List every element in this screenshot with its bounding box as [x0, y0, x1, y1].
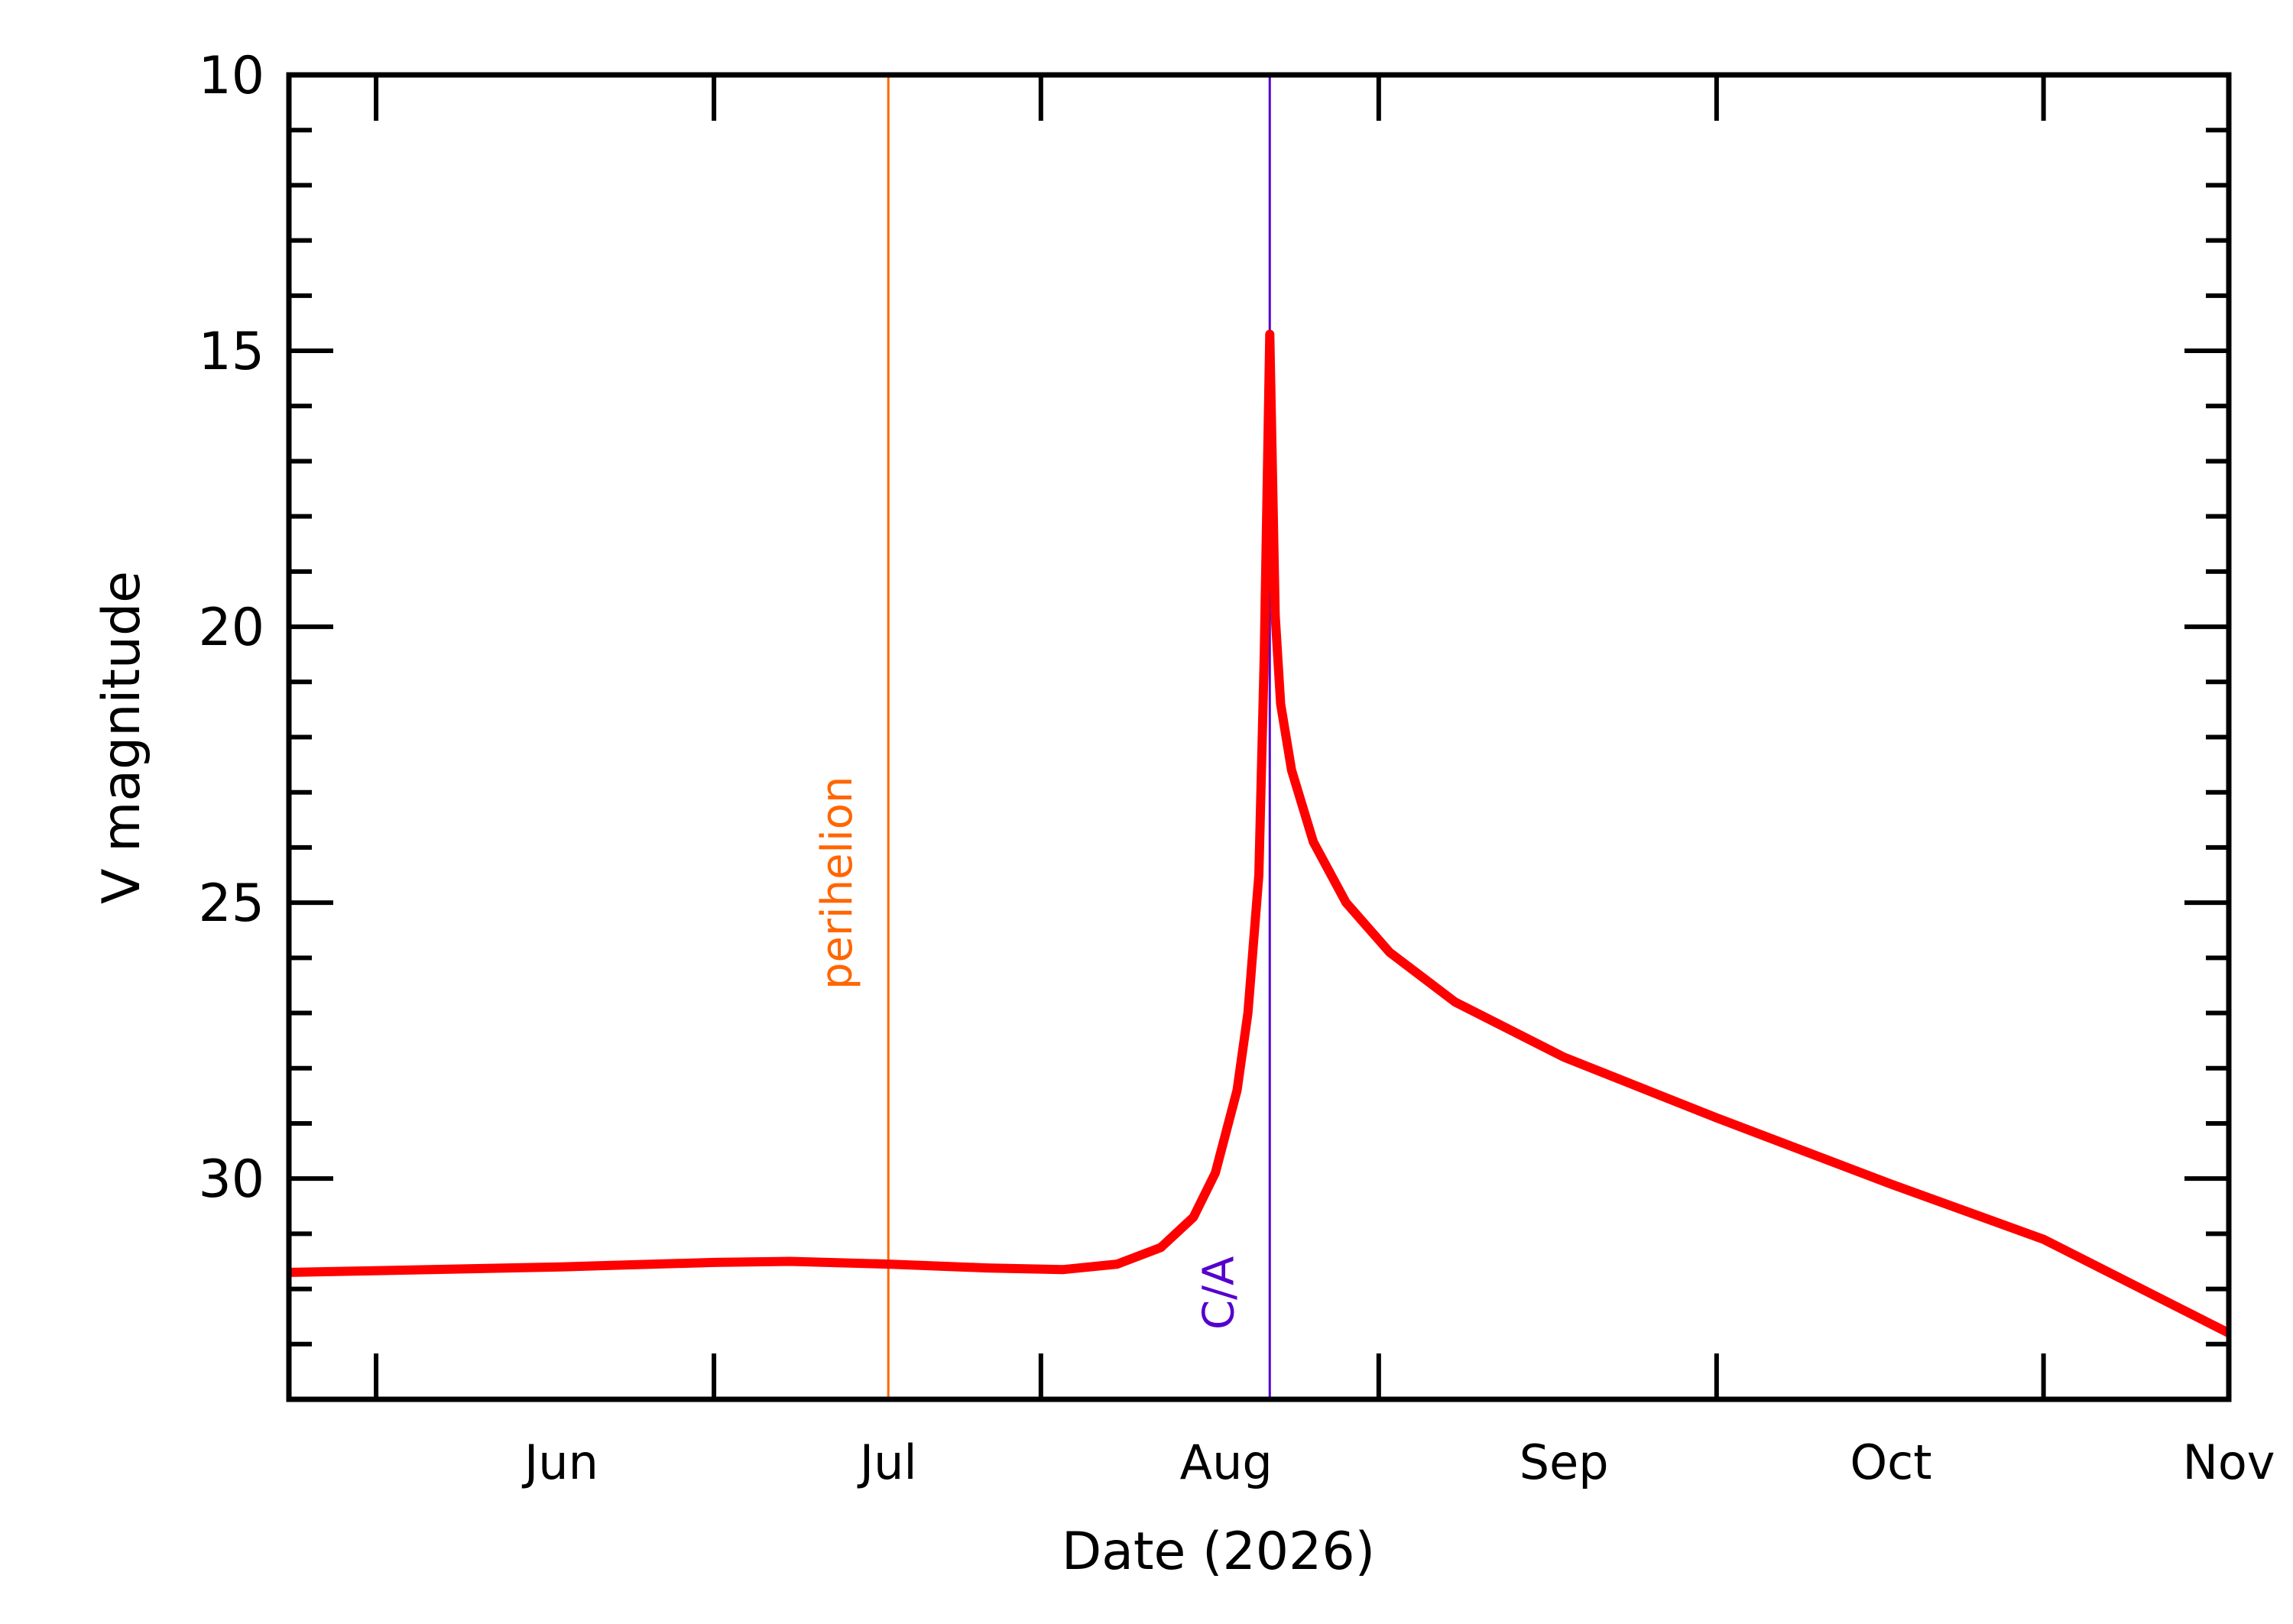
plot-frame — [286, 72, 2232, 1402]
x-tick-label: Jun — [521, 1434, 598, 1490]
x-axis-label: Date (2026) — [1062, 1522, 1375, 1582]
x-tick-label: Oct — [1850, 1434, 1931, 1490]
event-label: perihelion — [812, 776, 862, 990]
ticks-layer — [289, 73, 2229, 1402]
y-tick-label: 15 — [198, 322, 264, 382]
labels-layer: 10 15 20 25 30 Jun Jul Aug Sep Oct Nov perihelion C/… — [198, 46, 2275, 1490]
x-tick-label: Jul — [857, 1434, 917, 1490]
y-tick-label: 30 — [198, 1149, 264, 1210]
x-tick-label: Sep — [1519, 1434, 1609, 1490]
events-layer — [887, 75, 1271, 1399]
magnitude-series-line — [288, 329, 2231, 1337]
x-tick-label: Nov — [2182, 1434, 2275, 1490]
x-tick-label: Aug — [1180, 1434, 1273, 1490]
series-layer — [288, 329, 2231, 1337]
y-tick-label: 10 — [198, 46, 264, 106]
event-label: C/A — [1194, 1256, 1244, 1330]
y-tick-label: 20 — [198, 598, 264, 658]
y-tick-label: 25 — [198, 874, 264, 934]
y-axis-label: V magnitude — [92, 571, 152, 904]
